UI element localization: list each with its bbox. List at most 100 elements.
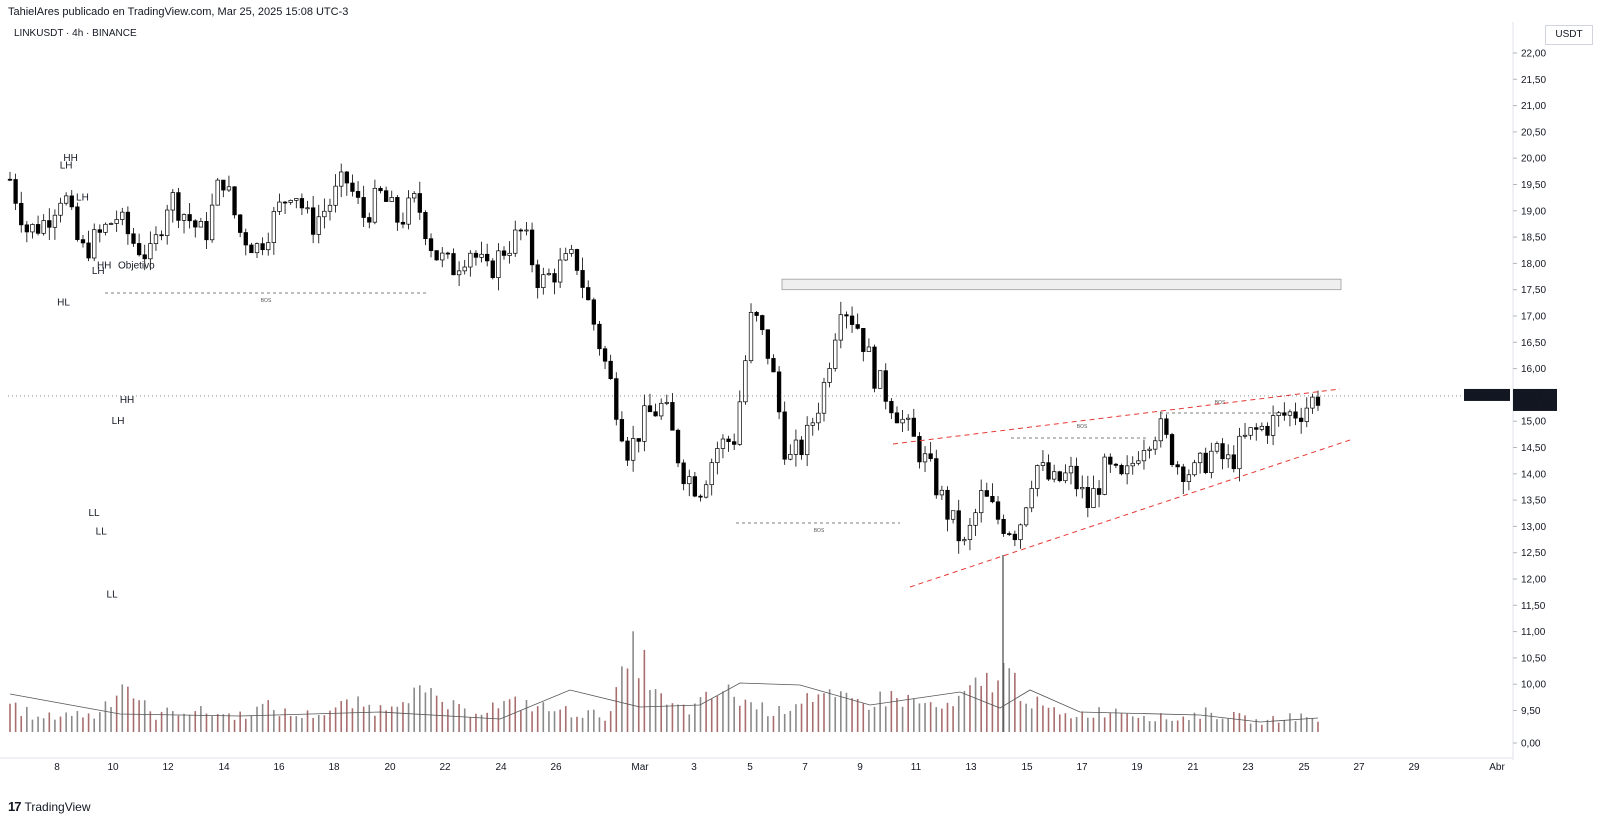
volume-bar <box>587 710 590 732</box>
volume-bar <box>716 696 719 732</box>
candle-body <box>47 220 52 228</box>
volume-bar <box>1244 715 1246 732</box>
volume-bar <box>340 701 343 732</box>
candle-body <box>939 489 945 496</box>
volume-bar <box>26 706 28 732</box>
volume-bar <box>357 696 359 732</box>
candle-body <box>1108 456 1113 465</box>
candle-body <box>299 198 305 209</box>
volume-bar <box>188 714 191 732</box>
volume-bar <box>862 703 865 732</box>
volume-bar <box>890 690 893 732</box>
candle-body <box>1102 456 1107 495</box>
candle-body <box>726 438 731 443</box>
symbol-tag-bg <box>1464 388 1510 401</box>
tradingview-brand[interactable]: 17 TradingView <box>8 799 91 814</box>
volume-bar <box>924 703 926 732</box>
volume-bar <box>856 698 859 732</box>
candle-body <box>788 454 793 460</box>
volume-bar <box>211 716 213 732</box>
candle-body <box>1175 464 1180 468</box>
volume-bar <box>598 717 601 732</box>
y-tick-label: 19,00 <box>1521 206 1546 217</box>
candle-body <box>541 274 546 288</box>
volume-bar <box>1030 708 1033 732</box>
candle-body <box>703 484 709 498</box>
candle-body <box>917 436 922 463</box>
candle-body <box>1096 488 1102 495</box>
candle-body <box>1214 443 1220 452</box>
x-tick-label: 21 <box>1187 762 1199 773</box>
volume-bar <box>963 691 966 732</box>
candle-body <box>1310 396 1315 409</box>
swing-label: LH <box>76 192 89 203</box>
y-tick-label: 16,00 <box>1521 364 1546 375</box>
volume-bar <box>1176 720 1179 732</box>
symbol-legend[interactable]: LINKUSDT · 4h · BINANCE <box>14 28 137 39</box>
volume-bar <box>997 680 999 732</box>
candle-body <box>260 243 265 251</box>
candle-body <box>934 458 939 496</box>
candle-body <box>198 221 204 228</box>
candle-body <box>754 312 759 316</box>
bos-label: BOS <box>1215 400 1226 406</box>
volume-bar <box>463 708 466 732</box>
volume-bar <box>772 715 775 732</box>
candle-body <box>383 190 389 202</box>
candle-body <box>1276 412 1281 416</box>
candle-body <box>238 214 243 233</box>
volume-bar <box>649 690 651 732</box>
candle-body <box>1304 407 1309 422</box>
candle-body <box>361 197 366 218</box>
volume-bar <box>1216 719 1218 732</box>
y-tick-label: 22,00 <box>1521 49 1546 60</box>
x-tick-label: 5 <box>747 762 753 773</box>
candle-body <box>507 252 512 256</box>
volume-bar <box>722 691 724 732</box>
x-tick-label: 15 <box>1021 762 1033 773</box>
volume-bar <box>520 710 522 732</box>
x-tick-label: Abr <box>1489 762 1505 773</box>
candle-body <box>911 417 916 437</box>
candle-body <box>1119 465 1124 475</box>
candle-body <box>1181 466 1186 482</box>
y-tick-label: 17,00 <box>1521 312 1546 323</box>
volume-bar <box>250 715 253 732</box>
candle-body <box>670 402 675 431</box>
wedge-upper-line <box>892 388 1341 445</box>
volume-bar <box>873 706 876 732</box>
x-tick-label: 17 <box>1076 762 1088 773</box>
volume-ma-line <box>9 682 1319 723</box>
volume-bar <box>851 698 853 732</box>
volume-bar <box>9 703 11 732</box>
candle-body <box>535 264 540 288</box>
volume-bar <box>1087 717 1089 732</box>
candle-body <box>1164 418 1169 435</box>
candle-body <box>114 219 119 224</box>
candle-body <box>861 328 866 352</box>
volume-bar <box>1115 708 1117 732</box>
candle-body <box>501 250 507 256</box>
volume-bar <box>362 706 365 732</box>
volume-bar <box>621 666 623 732</box>
currency-selector[interactable]: USDT <box>1545 25 1593 45</box>
volume-bar <box>183 713 185 732</box>
volume-bar <box>609 711 612 732</box>
bos-label: BOS <box>1077 424 1088 430</box>
x-tick-label: 11 <box>911 762 922 773</box>
volume-bar <box>76 710 79 732</box>
candle-body <box>1265 425 1270 436</box>
candle-body <box>215 179 220 206</box>
x-tick-label: 25 <box>1298 762 1310 773</box>
swing-label: LL <box>89 508 101 519</box>
candle-body <box>1057 471 1062 482</box>
volume-bar <box>946 702 949 732</box>
candle-body <box>30 224 35 233</box>
x-tick-label: Mar <box>631 762 649 773</box>
candle-body <box>1287 411 1293 416</box>
tradingview-logo-icon: 17 <box>8 799 22 814</box>
volume-bar <box>514 696 517 732</box>
candle-body <box>664 402 669 404</box>
y-tick-label: 21,00 <box>1521 101 1546 112</box>
